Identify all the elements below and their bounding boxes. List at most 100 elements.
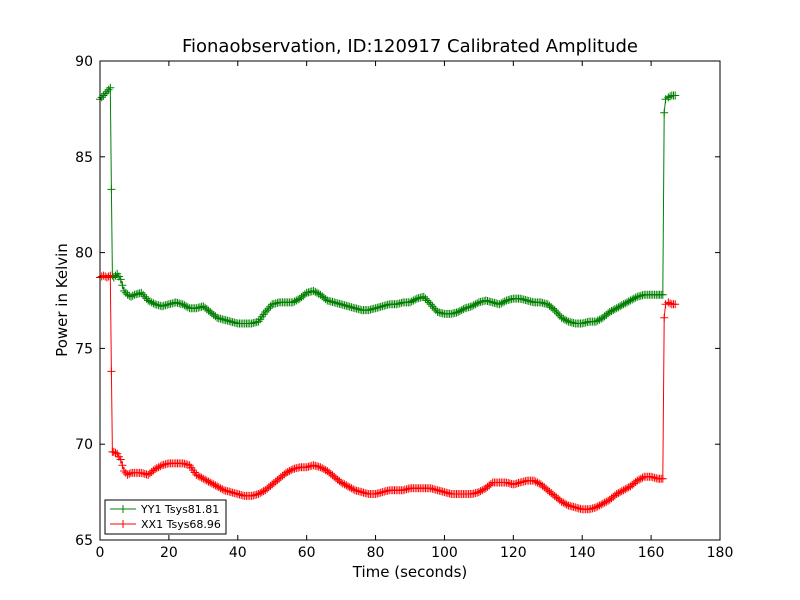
data-point — [619, 486, 628, 495]
data-point — [409, 296, 418, 305]
data-point — [116, 455, 125, 464]
data-point — [609, 306, 618, 315]
data-point — [218, 485, 227, 494]
data-point — [595, 315, 604, 324]
data-point — [616, 488, 625, 497]
data-point — [140, 292, 149, 301]
data-point — [476, 487, 485, 496]
data-point — [207, 479, 216, 488]
data-point — [197, 473, 206, 482]
data-point — [419, 292, 428, 301]
data-point — [120, 286, 129, 295]
data-point — [468, 302, 476, 311]
data-point — [623, 484, 631, 493]
data-point — [621, 485, 630, 494]
data-point — [211, 481, 220, 490]
data-point — [104, 272, 113, 281]
data-point — [347, 484, 356, 493]
series-yy1 — [96, 83, 680, 328]
data-point — [664, 298, 673, 307]
data-point — [154, 463, 163, 472]
data-point — [497, 299, 506, 308]
data-point — [139, 290, 148, 299]
data-point — [407, 297, 416, 306]
data-point — [593, 502, 602, 511]
x-tick-label: 120 — [500, 545, 527, 561]
data-point — [600, 498, 609, 507]
data-point — [120, 467, 129, 475]
legend-marker-yy1 — [119, 505, 127, 513]
data-point — [109, 273, 118, 282]
data-point — [206, 478, 215, 487]
data-point — [99, 91, 108, 100]
data-point — [457, 306, 466, 315]
data-point — [636, 474, 645, 483]
data-point — [319, 465, 328, 474]
data-point — [629, 294, 638, 303]
data-point — [290, 297, 299, 306]
legend-entry-xx1: XX1 Tsys68.96 — [110, 518, 221, 531]
data-point — [118, 461, 127, 470]
data-point — [183, 303, 192, 312]
data-point — [99, 271, 108, 280]
data-point — [313, 288, 321, 297]
x-tick-label: 140 — [569, 545, 596, 561]
data-point — [664, 93, 673, 102]
legend-entry-yy1: YY1 Tsys81.81 — [110, 503, 219, 516]
data-point — [469, 301, 478, 310]
data-point — [455, 307, 464, 315]
data-point — [500, 297, 509, 306]
data-point — [530, 476, 538, 485]
data-point — [423, 296, 432, 305]
data-point — [605, 308, 614, 316]
y-tick-label: 90 — [75, 54, 93, 70]
data-point — [638, 473, 647, 482]
data-point — [321, 295, 330, 304]
data-point — [592, 317, 600, 326]
data-point — [318, 464, 327, 473]
ticks-layer: 0 20 40 60 80 100 120 140 160 180 65 70 75 80 85 90 — [75, 54, 733, 561]
series-markers-xx1 — [96, 271, 680, 514]
data-point — [254, 490, 263, 498]
data-point — [635, 475, 644, 484]
data-point — [309, 286, 318, 295]
data-point — [106, 271, 115, 280]
data-point — [454, 308, 463, 316]
data-point — [612, 304, 621, 313]
data-point — [666, 92, 675, 101]
data-point — [256, 489, 265, 498]
data-point — [340, 480, 349, 489]
data-point — [292, 296, 301, 305]
data-point — [149, 299, 158, 308]
data-point — [612, 490, 621, 498]
data-point — [559, 498, 568, 507]
data-point — [345, 483, 354, 492]
legend: YY1 Tsys81.81 XX1 Tsys68.96 — [104, 499, 227, 535]
data-point — [111, 448, 120, 457]
y-tick-label: 65 — [75, 533, 93, 549]
data-point — [109, 447, 118, 456]
x-tick-label: 100 — [431, 545, 458, 561]
data-point — [633, 476, 642, 485]
data-point — [180, 301, 189, 310]
series-xx1 — [96, 271, 680, 514]
data-point — [623, 298, 631, 307]
y-tick-label: 75 — [75, 341, 93, 357]
data-point — [592, 503, 600, 512]
data-point — [127, 292, 135, 301]
data-point — [478, 486, 487, 495]
data-point — [123, 290, 132, 299]
data-point — [178, 300, 187, 309]
legend-marker-xx1 — [119, 520, 127, 528]
data-point — [213, 482, 222, 491]
data-point — [631, 293, 640, 302]
data-point — [626, 296, 635, 305]
data-point — [597, 500, 606, 509]
data-point — [660, 313, 669, 322]
y-axis-label: Power in Kelvin — [53, 243, 71, 357]
data-point — [562, 316, 571, 325]
data-point — [548, 304, 557, 313]
data-point — [557, 313, 566, 322]
data-point — [595, 501, 604, 510]
data-point — [316, 463, 325, 472]
